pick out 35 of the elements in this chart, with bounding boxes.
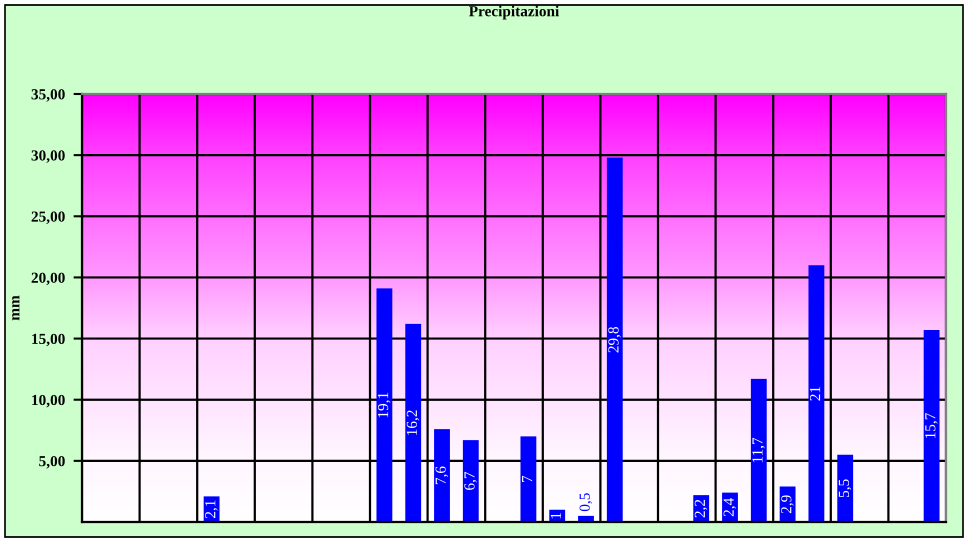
bar	[376, 288, 392, 522]
y-tick-label: 10,00	[32, 394, 65, 408]
data-label: 6,7	[464, 472, 477, 490]
bar	[462, 440, 479, 522]
data-label: 7,6	[436, 466, 448, 484]
y-tick-label: 30,00	[32, 150, 65, 163]
y-tick-label: 20,00	[32, 272, 65, 286]
bar	[520, 436, 536, 522]
bar	[837, 454, 854, 522]
y-tick-label: 15,00	[32, 334, 65, 346]
chart-title: Precipitazioni	[468, 6, 560, 20]
data-label: 21	[810, 386, 820, 401]
data-label: 16,2	[406, 410, 420, 435]
y-tick-label: 5,00	[39, 456, 65, 469]
y-tick-label: 35,00	[32, 89, 65, 102]
data-label: 7	[522, 476, 532, 482]
bar	[808, 265, 824, 522]
bar	[750, 378, 767, 522]
data-label: 15,7	[925, 413, 938, 438]
data-label: 11,7	[752, 438, 765, 462]
bar	[434, 429, 450, 522]
data-label: 0,5	[580, 493, 592, 512]
data-label: 2,2	[694, 500, 708, 518]
bar	[924, 330, 940, 522]
data-label: 2,4	[724, 498, 736, 516]
bar	[606, 158, 623, 522]
data-label: 29,8	[608, 327, 621, 352]
data-label: 5,5	[838, 479, 852, 498]
y-axis-title: mm	[12, 296, 20, 320]
data-label: 19,1	[378, 392, 390, 418]
data-label: 1	[550, 512, 561, 518]
bar	[405, 324, 422, 522]
y-tick-label: 25,00	[32, 211, 65, 224]
data-label: 2,1	[205, 500, 218, 518]
data-label: 2,9	[781, 495, 794, 514]
